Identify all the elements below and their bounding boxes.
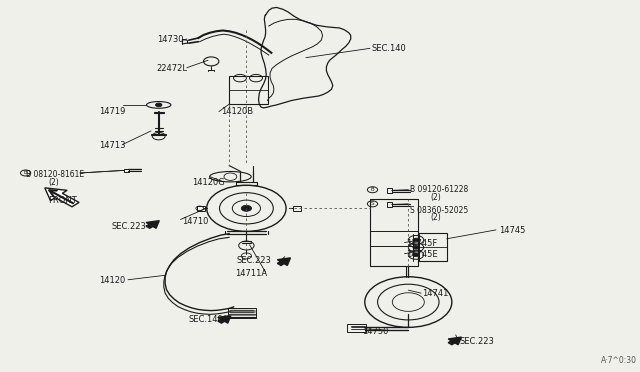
Circle shape xyxy=(413,246,419,249)
Text: 14711A: 14711A xyxy=(236,269,268,278)
Text: SEC.140: SEC.140 xyxy=(371,44,406,53)
Bar xyxy=(387,202,392,207)
Circle shape xyxy=(413,253,419,257)
Circle shape xyxy=(241,205,252,211)
Text: B 09120-61228: B 09120-61228 xyxy=(410,185,468,194)
Bar xyxy=(229,76,268,104)
Text: SEC.223: SEC.223 xyxy=(112,222,147,231)
Bar xyxy=(387,188,392,193)
Bar xyxy=(347,324,366,332)
Text: 14741: 14741 xyxy=(422,289,449,298)
Text: S 08360-52025: S 08360-52025 xyxy=(410,206,468,215)
Text: SEC.223: SEC.223 xyxy=(237,256,271,265)
FancyArrow shape xyxy=(218,315,231,323)
Bar xyxy=(370,199,418,266)
Text: 14120B: 14120B xyxy=(221,107,253,116)
Text: (2): (2) xyxy=(431,213,442,222)
Text: A·7^0:30: A·7^0:30 xyxy=(601,356,637,365)
Circle shape xyxy=(413,238,419,242)
Text: 14120: 14120 xyxy=(99,276,125,285)
Text: 22472L: 22472L xyxy=(157,64,188,73)
Text: (2): (2) xyxy=(431,193,442,202)
Text: 14730: 14730 xyxy=(157,35,183,44)
Text: (2): (2) xyxy=(48,178,59,187)
Bar xyxy=(228,308,256,318)
Circle shape xyxy=(156,103,162,107)
Bar xyxy=(293,206,301,211)
Text: B: B xyxy=(24,170,28,176)
Text: S: S xyxy=(371,201,374,206)
Text: 14745E: 14745E xyxy=(406,250,438,259)
FancyArrow shape xyxy=(146,221,159,228)
Text: 14750: 14750 xyxy=(362,327,388,336)
Bar xyxy=(197,206,205,211)
Text: SEC.223: SEC.223 xyxy=(460,337,494,346)
FancyArrow shape xyxy=(45,188,79,207)
Text: 14120G: 14120G xyxy=(192,178,225,187)
Text: B 08120-8161E: B 08120-8161E xyxy=(26,170,84,179)
Text: 14713: 14713 xyxy=(99,141,125,150)
Bar xyxy=(124,169,129,172)
FancyArrow shape xyxy=(448,337,461,345)
Text: 14719: 14719 xyxy=(99,107,125,116)
Text: 14745F: 14745F xyxy=(406,239,438,248)
FancyArrow shape xyxy=(277,258,291,266)
Text: SEC.140: SEC.140 xyxy=(189,315,223,324)
Bar xyxy=(418,233,447,261)
Text: 14745: 14745 xyxy=(499,226,525,235)
Text: B: B xyxy=(371,187,374,192)
Text: FRONT: FRONT xyxy=(48,196,77,205)
Text: 14710: 14710 xyxy=(182,217,209,226)
